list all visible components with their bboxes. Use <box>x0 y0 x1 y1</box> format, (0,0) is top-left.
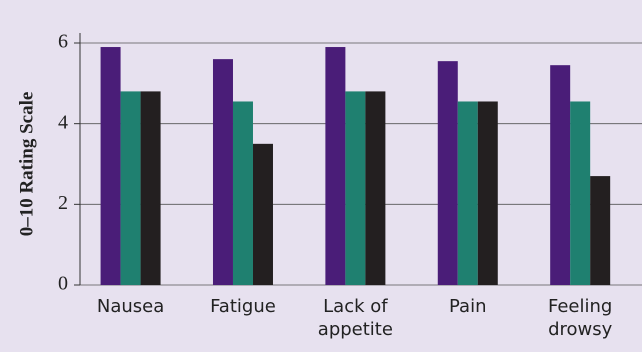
bar <box>550 65 571 285</box>
bar <box>325 47 346 286</box>
bar <box>477 101 498 285</box>
y-tick-label: 2 <box>58 192 68 214</box>
bar <box>437 61 458 286</box>
bar <box>590 176 611 285</box>
x-tick-label: Nausea <box>96 296 165 317</box>
bar <box>570 101 591 285</box>
bar <box>100 47 121 286</box>
y-axis-label: 0–10 Rating Scale <box>16 92 37 237</box>
bar <box>365 91 386 286</box>
y-tick-label: 6 <box>58 31 68 53</box>
y-tick-label: 4 <box>58 111 68 133</box>
x-tick-label: Pain <box>449 296 487 317</box>
bar <box>457 101 478 285</box>
bar <box>120 91 141 286</box>
bar <box>140 91 161 286</box>
bar <box>252 143 273 285</box>
bar <box>345 91 366 286</box>
x-tick-label: Lack of appetite <box>317 296 393 340</box>
x-tick-label: Feeling drowsy <box>547 296 613 340</box>
bar <box>212 59 233 286</box>
x-tick-label: Fatigue <box>210 296 276 317</box>
bar <box>232 101 253 285</box>
y-tick-label: 0 <box>58 273 68 295</box>
